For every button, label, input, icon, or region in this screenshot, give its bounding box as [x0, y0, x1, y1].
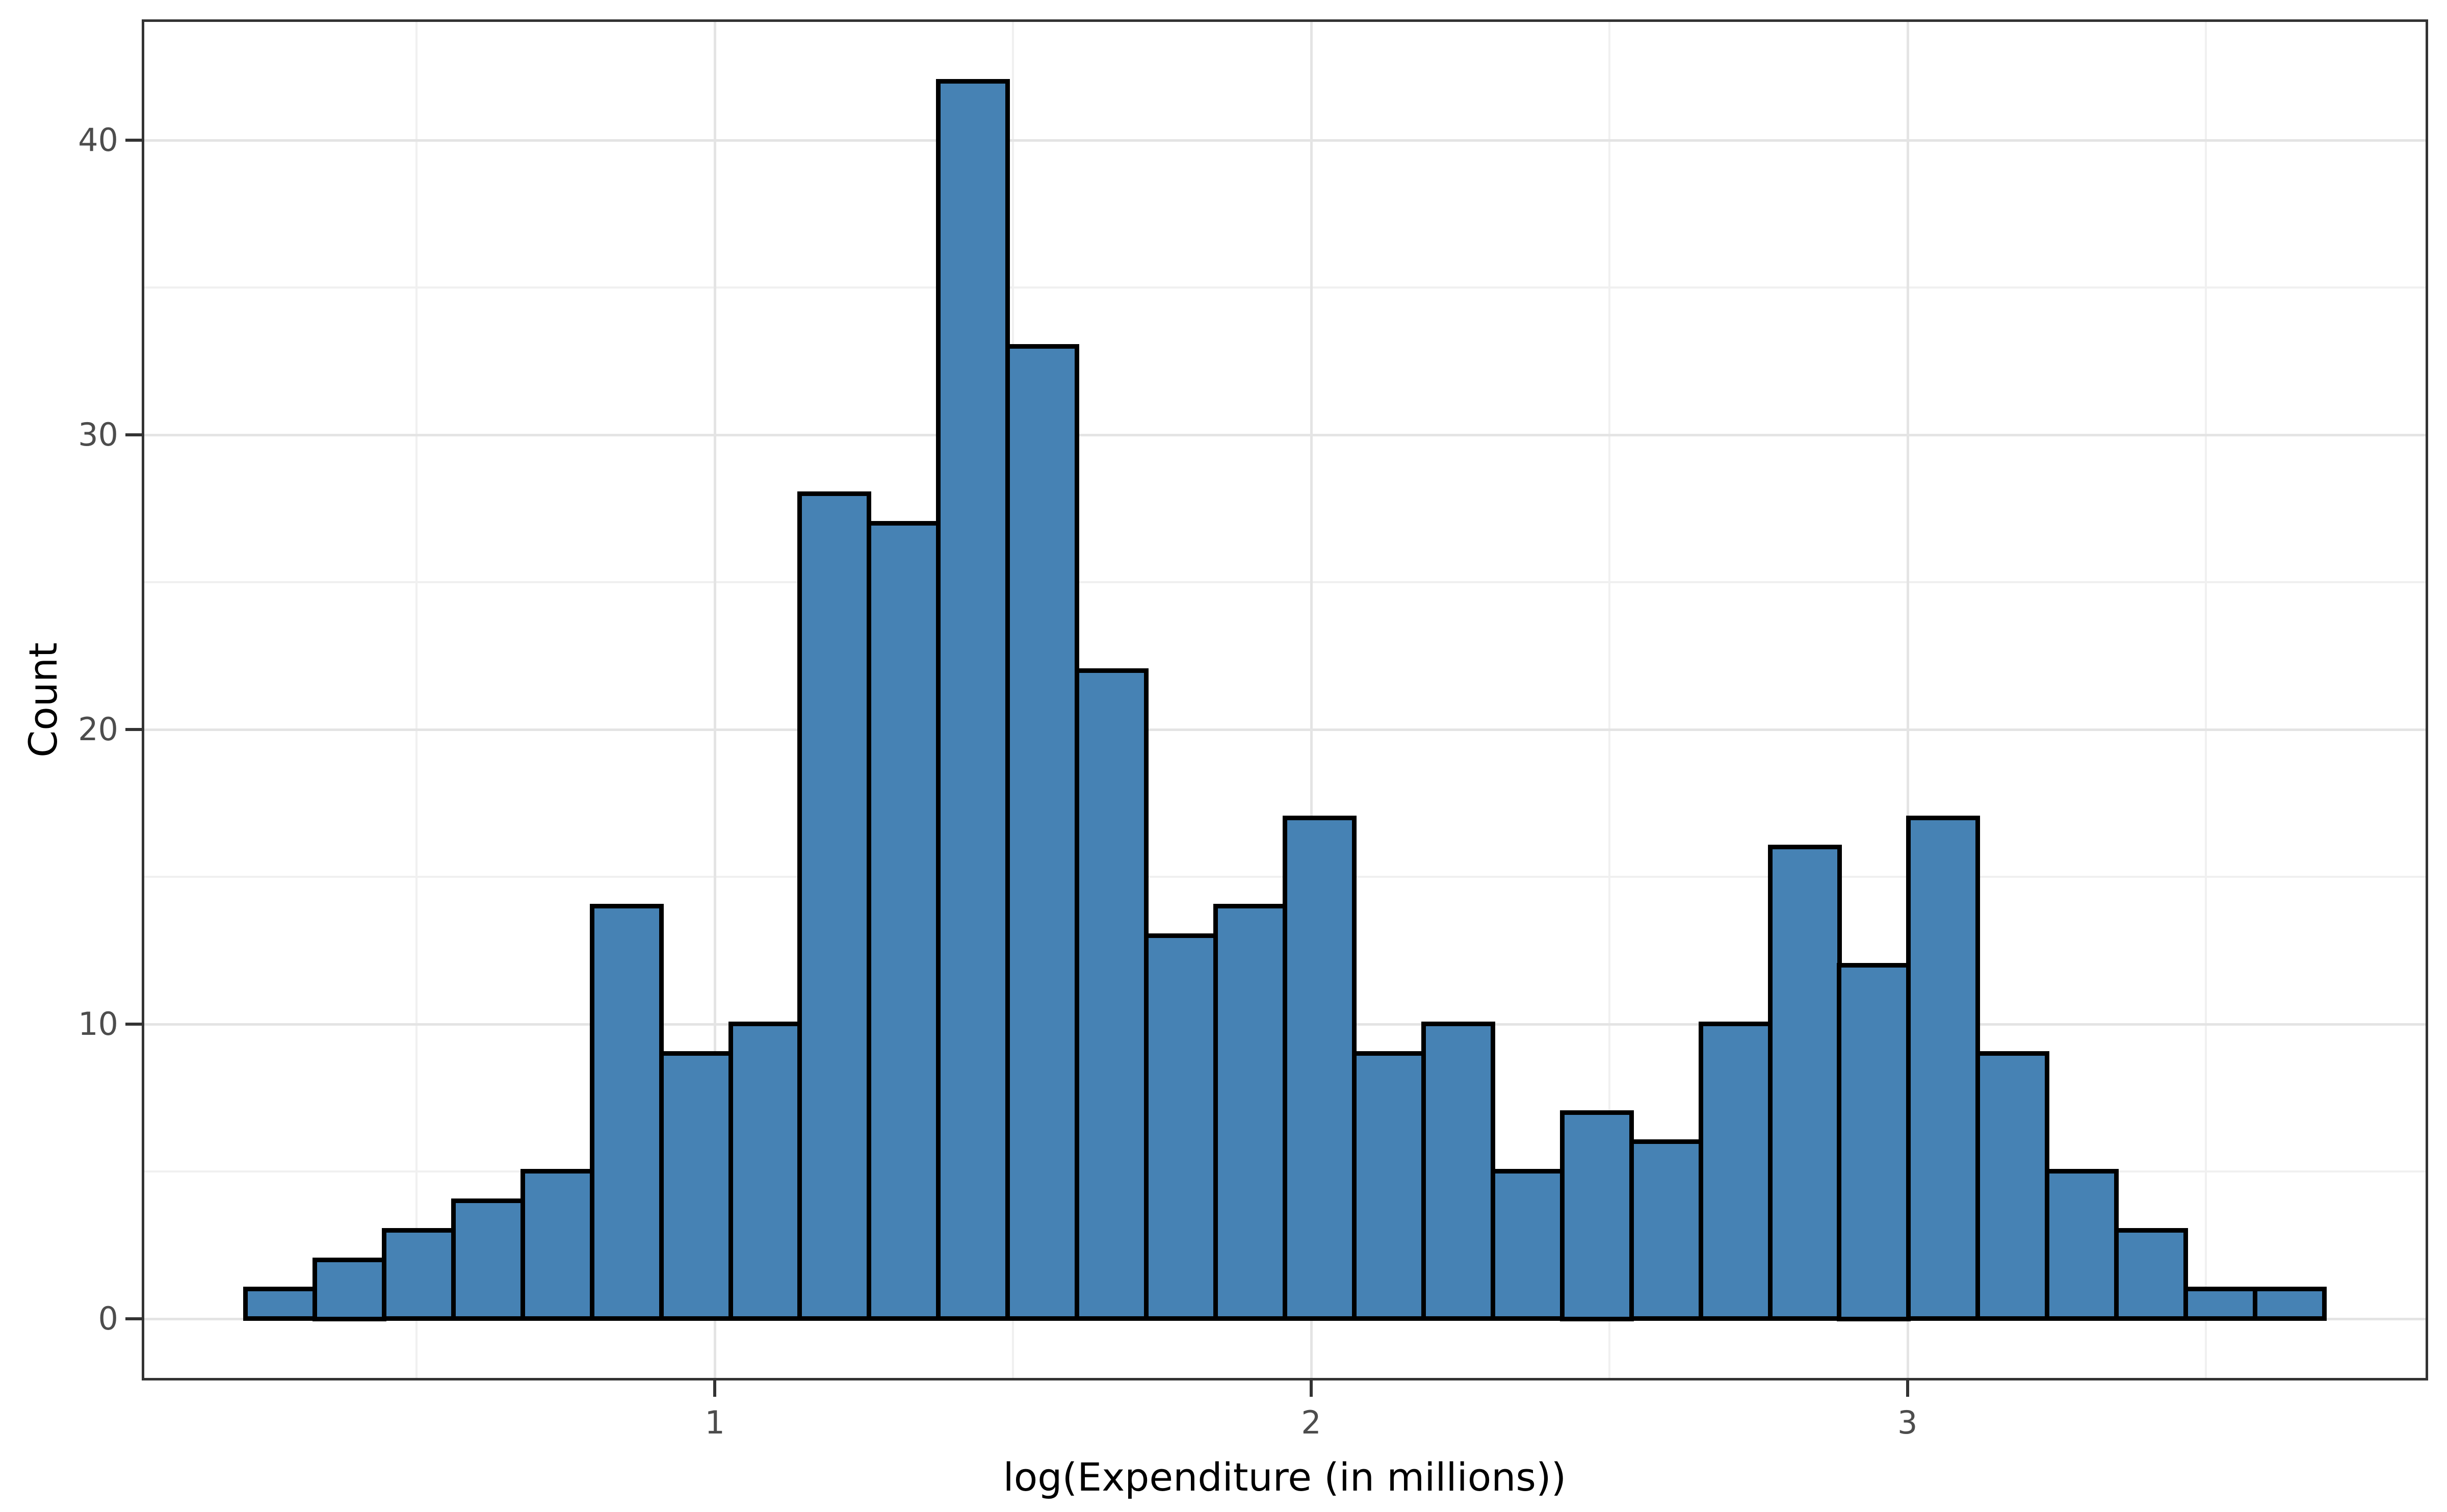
x-tick-mark: [713, 1380, 717, 1397]
x-major-gridline: [714, 19, 717, 1380]
y-tick-label: 30: [78, 415, 118, 453]
histogram-bar: [1975, 1051, 2049, 1321]
histogram-bar: [1283, 816, 1357, 1321]
histogram-bar: [313, 1258, 386, 1321]
histogram-bar: [1560, 1110, 1634, 1321]
histogram-bar: [451, 1198, 525, 1321]
histogram-bar: [2183, 1287, 2257, 1321]
y-tick-label: 0: [98, 1299, 118, 1337]
y-tick-mark: [125, 727, 142, 731]
histogram-bar: [1906, 816, 1980, 1321]
histogram-bar: [2045, 1169, 2119, 1321]
y-minor-gridline: [142, 581, 2428, 583]
y-tick-label: 20: [78, 710, 118, 748]
y-minor-gridline: [142, 286, 2428, 289]
histogram-bar: [1491, 1169, 1565, 1321]
y-tick-label: 40: [78, 121, 118, 159]
x-axis-title: log(Expenditure (in millions)): [1003, 1454, 1567, 1500]
histogram-bar: [1699, 1022, 1773, 1321]
y-tick-label: 10: [78, 1005, 118, 1042]
histogram-bar: [1629, 1139, 1703, 1321]
y-major-gridline: [142, 139, 2428, 142]
histogram-bar: [1144, 933, 1218, 1321]
y-tick-mark: [125, 433, 142, 436]
y-major-gridline: [142, 433, 2428, 436]
x-tick-mark: [1906, 1380, 1909, 1397]
y-tick-mark: [125, 1022, 142, 1026]
x-tick-mark: [1309, 1380, 1313, 1397]
x-tick-label: 3: [1897, 1404, 1918, 1441]
x-minor-gridline: [415, 19, 418, 1380]
histogram-bar: [1075, 668, 1149, 1321]
histogram-bar: [1837, 963, 1911, 1321]
y-axis-title: Count: [20, 642, 66, 758]
histogram-bar: [867, 521, 941, 1321]
x-major-gridline: [1310, 19, 1313, 1380]
x-tick-label: 2: [1301, 1404, 1321, 1441]
y-major-gridline: [142, 728, 2428, 731]
histogram-bar: [1421, 1022, 1495, 1321]
histogram-bar: [1768, 845, 1842, 1321]
histogram-bar: [728, 1022, 802, 1321]
histogram-bar: [659, 1051, 733, 1321]
y-tick-mark: [125, 1317, 142, 1320]
x-major-gridline: [1906, 19, 1909, 1380]
histogram-bar: [520, 1169, 594, 1321]
x-minor-gridline: [2204, 19, 2207, 1380]
histogram-bar: [1352, 1051, 1426, 1321]
histogram-bar: [2114, 1228, 2188, 1321]
histogram-bar: [243, 1287, 317, 1321]
plot-panel: [142, 19, 2428, 1380]
histogram-bar: [382, 1228, 456, 1321]
x-tick-label: 1: [705, 1404, 725, 1441]
histogram-bar: [936, 79, 1010, 1321]
histogram-bar: [1213, 904, 1287, 1321]
histogram-bar: [590, 904, 664, 1321]
x-minor-gridline: [1608, 19, 1610, 1380]
histogram-bar: [797, 491, 871, 1321]
histogram-bar: [1005, 344, 1079, 1321]
y-tick-mark: [125, 138, 142, 142]
histogram-bar: [2253, 1287, 2327, 1321]
